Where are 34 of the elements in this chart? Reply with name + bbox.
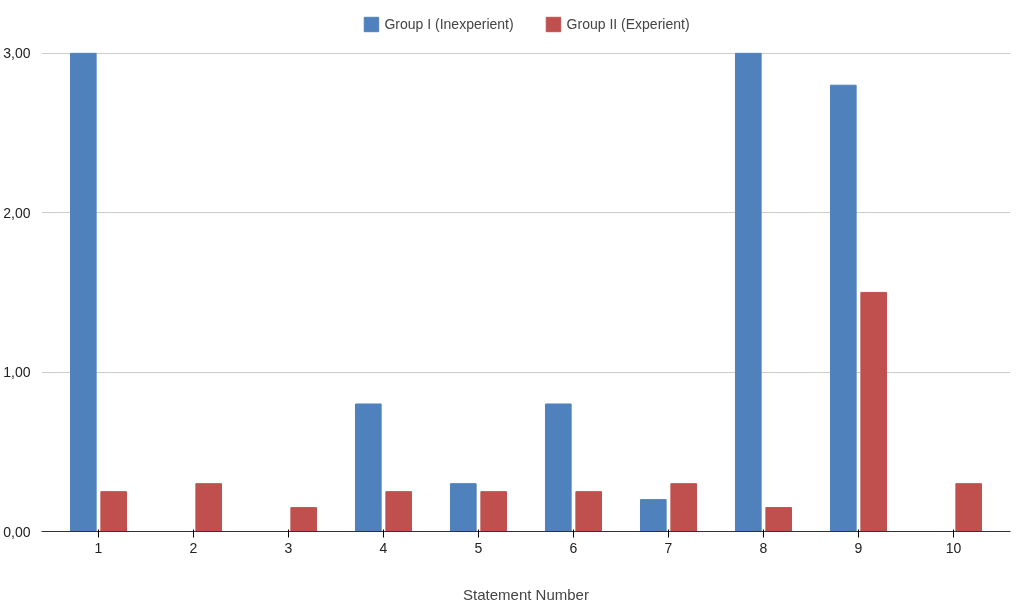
x-tick-label: 6 xyxy=(569,539,578,556)
legend-label: Group II (Experient) xyxy=(566,16,690,32)
y-tick-label: 1,00 xyxy=(3,364,31,381)
bar xyxy=(480,491,508,532)
y-tick-label: 0,00 xyxy=(3,523,31,540)
bar xyxy=(955,483,983,532)
x-tick-label: 9 xyxy=(854,539,863,556)
legend-label: Group I (Inexperient) xyxy=(384,16,514,32)
x-tick-label: 3 xyxy=(284,539,293,556)
bar xyxy=(195,483,223,532)
x-tick-label: 7 xyxy=(664,539,673,556)
x-tick-label: 1 xyxy=(94,539,103,556)
bar xyxy=(354,403,382,532)
bar xyxy=(100,491,128,532)
x-tick-label: 10 xyxy=(945,539,962,556)
bar xyxy=(575,491,603,532)
bar xyxy=(734,52,762,532)
x-tick-label: 2 xyxy=(189,539,198,556)
bar xyxy=(385,491,413,532)
bar xyxy=(290,507,318,532)
bar xyxy=(829,84,857,532)
y-tick-label: 2,00 xyxy=(3,204,31,221)
x-tick-label: 5 xyxy=(474,539,483,556)
bar xyxy=(449,483,477,532)
bar xyxy=(765,507,793,532)
bar xyxy=(69,52,97,532)
bar xyxy=(860,291,888,532)
bar xyxy=(670,483,698,532)
bar xyxy=(639,499,667,532)
x-tick-label: 8 xyxy=(759,539,768,556)
y-tick-label: 3,00 xyxy=(3,45,31,62)
x-axis-title: Statement Number xyxy=(463,585,589,603)
bar xyxy=(544,403,572,532)
x-tick-label: 4 xyxy=(379,539,388,556)
